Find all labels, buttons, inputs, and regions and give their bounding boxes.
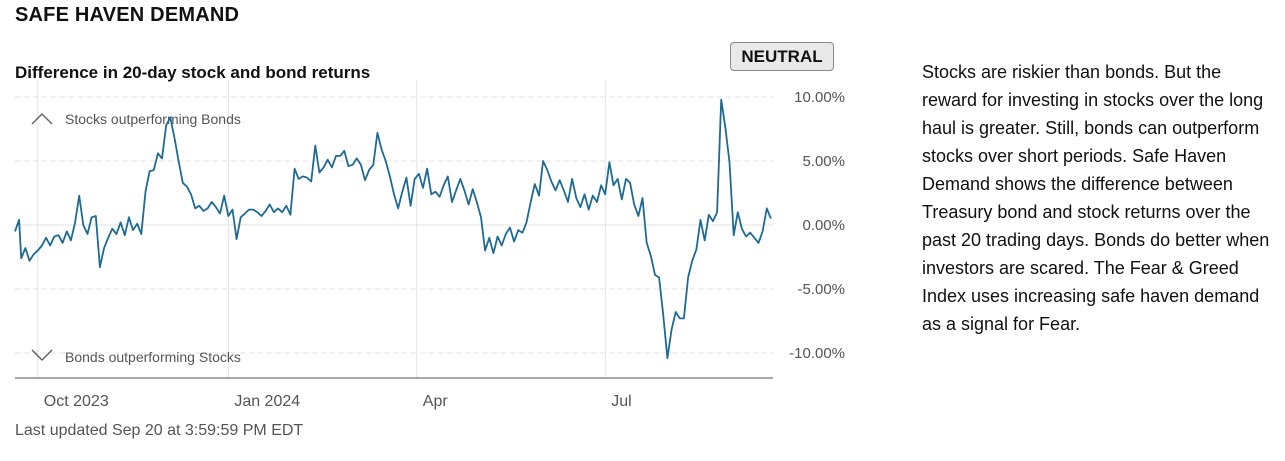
x-tick-labels: Oct 2023 Jan 2024 Apr Jul (44, 393, 632, 410)
x-tick-label: Jul (611, 393, 631, 410)
chevron-down-icon (31, 349, 53, 362)
y-tick-label: 0.00% (802, 217, 845, 234)
y-tick-label: 5.00% (802, 153, 845, 170)
y-tick-labels: 10.00% 5.00% 0.00% -5.00% -10.00% (789, 89, 845, 362)
annotation-top: Stocks outperforming Bonds (31, 111, 241, 127)
y-gridlines (15, 96, 773, 354)
status-badge: NEUTRAL (730, 42, 834, 71)
last-updated: Last updated Sep 20 at 3:59:59 PM EDT (15, 422, 304, 439)
chart-subtitle: Difference in 20-day stock and bond retu… (15, 63, 371, 82)
annotation-top-label: Stocks outperforming Bonds (65, 111, 241, 127)
x-tick-label: Oct 2023 (44, 393, 109, 410)
x-tick-label: Jan 2024 (234, 393, 300, 410)
annotation-bottom: Bonds outperforming Stocks (31, 349, 241, 365)
annotation-bottom-label: Bonds outperforming Stocks (65, 349, 241, 365)
x-tick-label: Apr (423, 393, 449, 410)
y-tick-label: -10.00% (789, 345, 845, 362)
page-title: SAFE HAVEN DEMAND (15, 4, 240, 26)
description-text: Stocks are riskier than bonds. But the r… (922, 62, 1270, 334)
y-tick-label: -5.00% (797, 281, 845, 298)
chevron-up-icon (31, 112, 53, 125)
safe-haven-chart: Stocks outperforming Bonds Bonds outperf… (14, 80, 845, 410)
y-tick-label: 10.00% (794, 89, 845, 106)
series-line (14, 98, 772, 359)
x-gridlines (37, 80, 606, 378)
